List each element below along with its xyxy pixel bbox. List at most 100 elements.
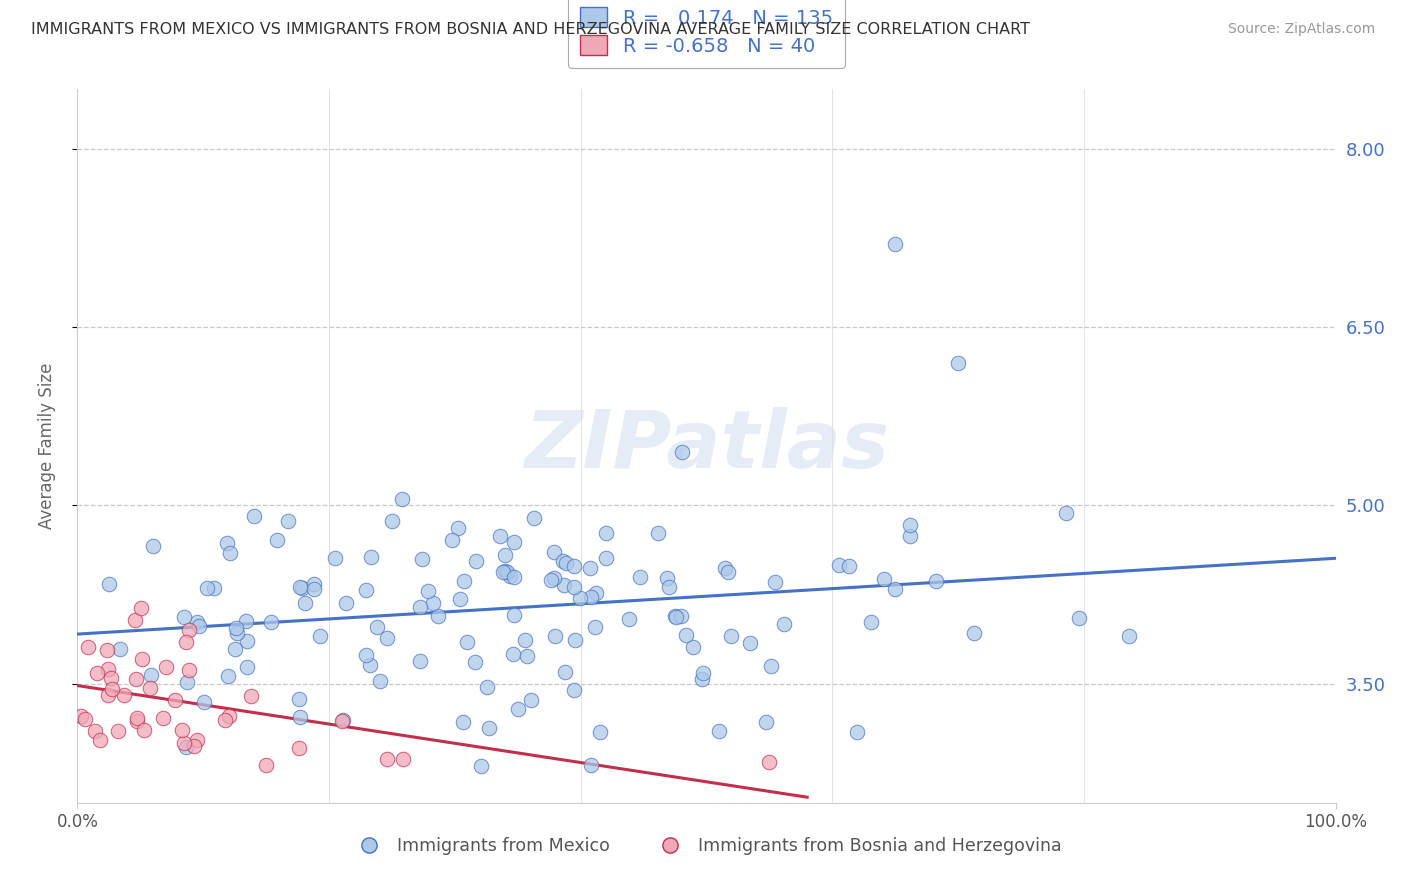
Point xyxy=(740,636,762,650)
Point xyxy=(671,445,693,459)
Point xyxy=(76,640,98,654)
Point xyxy=(595,525,617,540)
Point xyxy=(564,632,586,647)
Point xyxy=(127,711,149,725)
Point xyxy=(202,582,225,596)
Point xyxy=(217,669,239,683)
Point xyxy=(236,633,259,648)
Point xyxy=(173,735,195,749)
Point xyxy=(163,693,186,707)
Point xyxy=(335,596,357,610)
Point xyxy=(236,660,259,674)
Point xyxy=(107,724,129,739)
Point xyxy=(381,514,404,528)
Point xyxy=(129,600,152,615)
Point xyxy=(551,554,574,568)
Point xyxy=(224,642,246,657)
Point xyxy=(288,741,311,756)
Point xyxy=(502,647,524,661)
Point xyxy=(176,635,198,649)
Point xyxy=(441,533,464,547)
Point xyxy=(422,596,444,610)
Point xyxy=(411,552,433,566)
Point xyxy=(73,712,96,726)
Point xyxy=(139,668,162,682)
Point xyxy=(266,533,288,548)
Point xyxy=(409,654,432,668)
Point xyxy=(214,713,236,727)
Point xyxy=(595,551,617,566)
Point xyxy=(100,681,122,696)
Point xyxy=(963,626,986,640)
Point xyxy=(585,586,607,600)
Point xyxy=(243,508,266,523)
Point xyxy=(260,615,283,629)
Point xyxy=(69,708,91,723)
Point xyxy=(555,556,578,570)
Point xyxy=(516,649,538,664)
Point xyxy=(89,733,111,747)
Point xyxy=(127,714,149,728)
Point xyxy=(302,582,325,597)
Point xyxy=(665,610,688,624)
Point xyxy=(884,582,907,596)
Point xyxy=(884,236,907,251)
Point xyxy=(873,572,896,586)
Point xyxy=(562,559,585,574)
Point xyxy=(215,536,238,550)
Point xyxy=(578,561,600,575)
Point xyxy=(898,518,921,533)
Point xyxy=(409,599,432,614)
Point xyxy=(759,658,782,673)
Point xyxy=(569,591,592,605)
Point xyxy=(647,525,669,540)
Point xyxy=(763,574,786,589)
Point xyxy=(427,609,450,624)
Point xyxy=(124,613,146,627)
Point xyxy=(360,550,382,565)
Point xyxy=(579,757,602,772)
Point xyxy=(97,688,120,702)
Point xyxy=(523,511,546,525)
Point xyxy=(354,582,377,597)
Point xyxy=(366,619,388,633)
Legend: Immigrants from Mexico, Immigrants from Bosnia and Herzegovina: Immigrants from Mexico, Immigrants from … xyxy=(344,830,1069,862)
Point xyxy=(720,629,742,643)
Point xyxy=(709,723,731,738)
Point xyxy=(177,663,200,677)
Point xyxy=(451,715,474,730)
Point xyxy=(583,620,606,634)
Point xyxy=(139,681,162,696)
Point xyxy=(323,551,346,566)
Point xyxy=(682,640,704,654)
Point xyxy=(174,739,197,754)
Text: ZIPatlas: ZIPatlas xyxy=(524,407,889,485)
Point xyxy=(288,710,311,724)
Point xyxy=(100,671,122,685)
Point xyxy=(503,607,526,622)
Point xyxy=(131,652,153,666)
Point xyxy=(96,642,118,657)
Point xyxy=(218,709,240,723)
Point xyxy=(717,566,740,580)
Point xyxy=(226,626,249,640)
Point xyxy=(554,665,576,680)
Point xyxy=(125,672,148,686)
Point xyxy=(488,528,510,542)
Point xyxy=(188,619,211,633)
Point xyxy=(690,672,713,686)
Point xyxy=(478,721,501,735)
Point xyxy=(354,648,377,662)
Point xyxy=(309,629,332,643)
Point xyxy=(503,535,526,549)
Point xyxy=(183,739,205,754)
Point xyxy=(416,584,439,599)
Point xyxy=(108,641,131,656)
Point xyxy=(1067,610,1090,624)
Point xyxy=(152,711,174,725)
Point xyxy=(195,581,218,595)
Point xyxy=(664,609,686,624)
Point xyxy=(669,608,692,623)
Point xyxy=(290,582,312,596)
Point xyxy=(193,695,215,709)
